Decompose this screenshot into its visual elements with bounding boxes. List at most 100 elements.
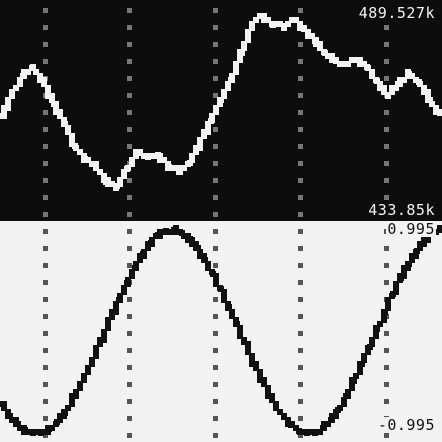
top-trace-segment: [49, 93, 55, 99]
top-trace-point: [30, 64, 36, 70]
top-trace-segment: [433, 109, 439, 115]
top-grid-dot: [127, 25, 132, 30]
bottom-grid-dot: [43, 314, 48, 319]
bottom-trace-segment: [101, 337, 107, 343]
top-trace-segment: [221, 93, 227, 99]
bottom-trace-segment: [105, 317, 111, 323]
bottom-trace-point: [163, 228, 169, 234]
bottom-grid-dot: [298, 433, 303, 438]
top-trace-point: [228, 77, 234, 83]
top-trace-segment: [389, 85, 395, 91]
bottom-trace-segment: [193, 241, 199, 247]
bottom-trace-point: [421, 238, 427, 244]
top-trace-segment: [241, 45, 247, 51]
top-trace-point: [145, 154, 151, 160]
top-trace-point: [395, 81, 401, 87]
top-trace-segment: [349, 57, 355, 63]
bottom-trace-segment: [401, 265, 407, 271]
bottom-grid-dot: [127, 331, 132, 336]
bottom-trace-segment: [145, 245, 151, 251]
top-trace-segment: [225, 81, 231, 87]
bottom-grid-dot: [127, 433, 132, 438]
bottom-trace-segment: [321, 421, 327, 427]
bottom-grid-dot: [298, 382, 303, 387]
bottom-trace-segment: [257, 377, 263, 383]
bottom-trace-segment: [409, 257, 415, 263]
top-trace-point: [9, 90, 15, 96]
bottom-grid-dot: [298, 263, 303, 268]
top-trace-point: [208, 118, 214, 124]
bottom-trace-point: [46, 426, 52, 432]
top-trace-segment: [5, 97, 11, 103]
bottom-trace-point: [249, 356, 255, 362]
top-trace-segment: [337, 61, 343, 67]
top-grid-dot: [213, 42, 218, 47]
bottom-trace-point: [367, 344, 373, 350]
bottom-trace-point: [93, 349, 99, 355]
top-trace-point: [41, 79, 47, 85]
bottom-trace-segment: [377, 321, 383, 327]
top-max-readout: 489.527k: [357, 4, 436, 22]
top-grid-dot: [43, 8, 48, 13]
top-trace-segment: [237, 57, 243, 63]
bottom-grid-dot: [43, 382, 48, 387]
top-trace-segment: [401, 77, 407, 83]
bottom-grid-dot: [384, 331, 389, 336]
bottom-trace-segment: [105, 325, 111, 331]
bottom-trace-point: [406, 261, 412, 267]
top-trace-segment: [189, 153, 195, 159]
bottom-trace-point: [7, 413, 13, 419]
top-trace-segment: [225, 85, 231, 91]
top-grid-dot: [298, 110, 303, 115]
bottom-grid-dot: [384, 433, 389, 438]
bottom-trace-segment: [357, 369, 363, 375]
top-trace-segment: [265, 17, 271, 23]
bottom-grid-dot: [43, 280, 48, 285]
top-trace-segment: [425, 89, 431, 95]
top-trace-point: [51, 101, 57, 107]
bottom-trace-point: [132, 265, 138, 271]
bottom-trace-point: [195, 245, 201, 251]
top-grid-dot: [127, 212, 132, 217]
top-trace-segment: [205, 129, 211, 135]
top-trace-segment: [277, 21, 283, 27]
top-trace-segment: [109, 181, 115, 187]
bottom-trace-point: [179, 230, 185, 236]
top-trace-segment: [53, 105, 59, 111]
bottom-trace-segment: [129, 269, 135, 275]
top-grid-dot: [384, 178, 389, 183]
bottom-trace-point: [414, 248, 420, 254]
top-trace-segment: [377, 85, 383, 91]
top-trace-point: [197, 140, 203, 146]
top-trace-segment: [57, 109, 63, 115]
bottom-trace-segment: [269, 397, 275, 403]
top-grid-dot: [127, 93, 132, 98]
top-trace-segment: [193, 149, 199, 155]
bottom-trace-segment: [329, 413, 335, 419]
bottom-grid-dot: [213, 416, 218, 421]
top-trace-segment: [253, 17, 259, 23]
top-trace-segment: [429, 101, 435, 107]
top-trace-segment: [297, 21, 303, 27]
top-grid-dot: [298, 8, 303, 13]
top-trace-segment: [233, 69, 239, 75]
top-grid-dot: [127, 59, 132, 64]
bottom-grid-dot: [127, 229, 132, 234]
bottom-trace-segment: [65, 405, 71, 411]
top-trace-segment: [177, 165, 183, 171]
bottom-trace-segment: [261, 381, 267, 387]
bottom-grid-dot: [384, 399, 389, 404]
bottom-trace-segment: [385, 297, 391, 303]
bottom-trace-segment: [201, 253, 207, 259]
bottom-trace-point: [273, 402, 279, 408]
bottom-grid-dot: [213, 433, 218, 438]
top-grid-dot: [384, 59, 389, 64]
bottom-grid-dot: [43, 263, 48, 268]
bottom-trace-point: [343, 393, 349, 399]
top-grid-dot: [127, 195, 132, 200]
bottom-trace-point: [77, 383, 83, 389]
bottom-trace-segment: [197, 253, 203, 259]
bottom-trace-segment: [401, 269, 407, 275]
bottom-grid-dot: [298, 348, 303, 353]
bottom-trace-point: [171, 227, 177, 233]
